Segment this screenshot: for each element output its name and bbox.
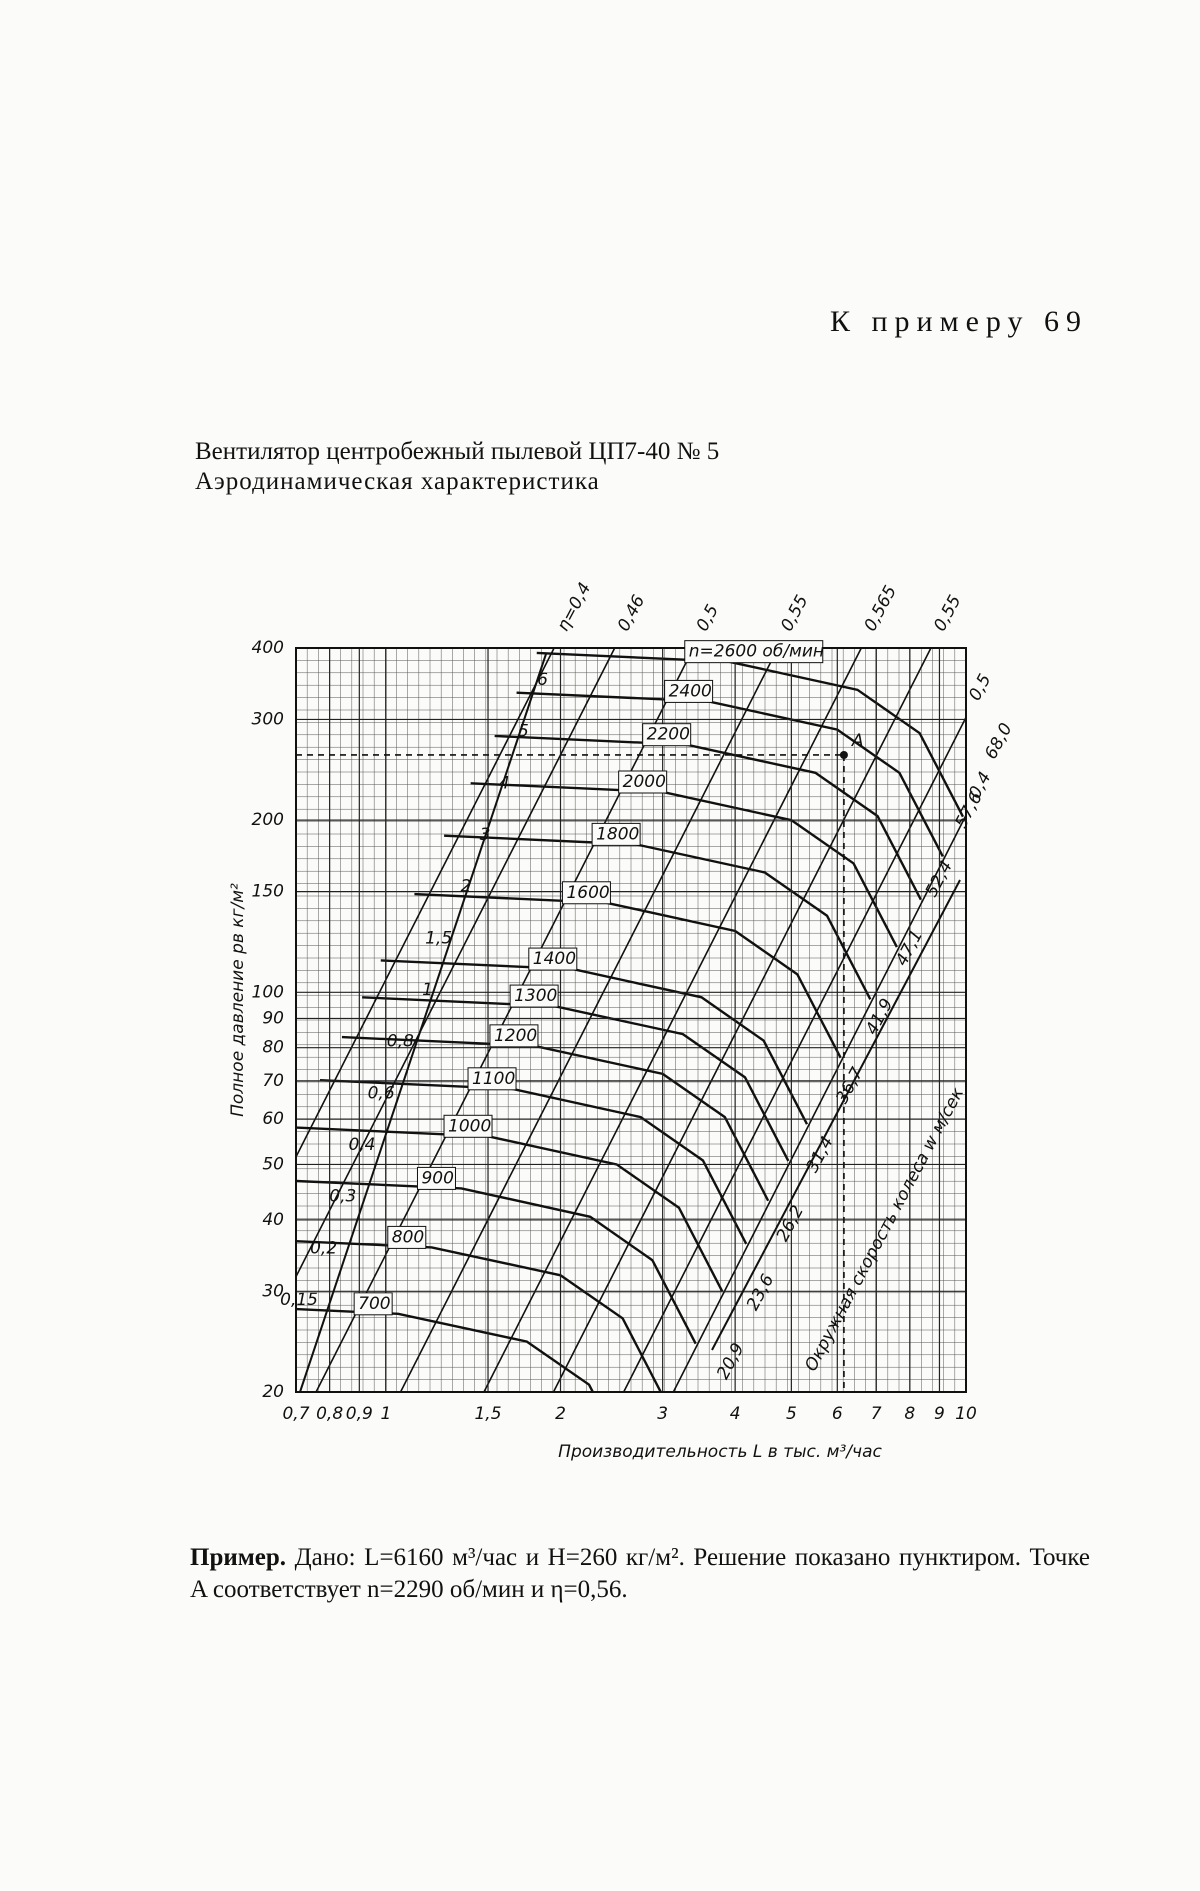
rpm-curve bbox=[517, 693, 943, 857]
x-tick-label: 3 bbox=[657, 1404, 668, 1424]
rpm-label: 1600 bbox=[566, 883, 609, 903]
x-tick-label: 0,7 bbox=[282, 1404, 309, 1424]
x-tick-label: 5 bbox=[786, 1404, 797, 1424]
x-tick-label: 9 bbox=[934, 1404, 945, 1424]
tip-speed-scale bbox=[712, 880, 960, 1350]
rpm-label: 2000 bbox=[623, 772, 666, 792]
rpm-label: 2400 bbox=[669, 681, 712, 701]
power-label: 2 bbox=[461, 877, 472, 897]
efficiency-label: 0,565 bbox=[860, 582, 901, 634]
rpm-label: 1100 bbox=[472, 1069, 515, 1089]
power-label: 0,6 bbox=[368, 1083, 395, 1103]
tip-speed-label: 23,6 bbox=[743, 1271, 779, 1314]
rpm-label: 800 bbox=[392, 1227, 424, 1247]
tip-speed-label: 68,0 bbox=[981, 720, 1016, 763]
x-tick-label: 0,8 bbox=[316, 1404, 343, 1424]
y-tick-label: 100 bbox=[252, 982, 284, 1002]
rpm-label: 1300 bbox=[514, 986, 557, 1006]
power-label: 0,2 bbox=[310, 1238, 337, 1258]
y-tick-label: 400 bbox=[252, 638, 284, 658]
power-label: 0,8 bbox=[387, 1032, 414, 1052]
rpm-label: n=2600 об/мин bbox=[689, 642, 824, 662]
y-tick-label: 40 bbox=[262, 1210, 284, 1230]
power-label: 4 bbox=[499, 773, 510, 793]
efficiency-label: 0,5 bbox=[965, 671, 995, 704]
efficiency-line bbox=[673, 815, 966, 1392]
rpm-curve bbox=[495, 736, 921, 900]
power-label: 3 bbox=[480, 825, 491, 845]
rpm-label: 700 bbox=[358, 1294, 390, 1314]
rpm-label: 900 bbox=[421, 1168, 453, 1188]
rpm-label: 1000 bbox=[448, 1116, 491, 1136]
x-tick-label: 7 bbox=[871, 1404, 882, 1424]
tip-speed-label: 31,4 bbox=[803, 1133, 838, 1176]
y-tick-label: 20 bbox=[262, 1382, 284, 1402]
power-label: 1,5 bbox=[425, 928, 452, 948]
rpm-curve bbox=[471, 783, 897, 947]
efficiency-label: 0,55 bbox=[930, 592, 965, 635]
x-axis-title: Производительность L в тыс. м³/час bbox=[558, 1442, 882, 1462]
page: К примеру 69 Вентилятор центробежный пыл… bbox=[0, 0, 1200, 1891]
efficiency-label: 0,46 bbox=[614, 592, 650, 635]
example-text: Дано: L=6160 м³/час и H=260 кг/м². Решен… bbox=[190, 1544, 1090, 1603]
y-tick-label: 80 bbox=[262, 1038, 284, 1058]
rpm-label: 1800 bbox=[596, 824, 639, 844]
x-tick-label: 6 bbox=[832, 1404, 843, 1424]
power-label: 0,4 bbox=[348, 1135, 375, 1155]
y-tick-label: 200 bbox=[252, 810, 284, 830]
y-tick-label: 90 bbox=[262, 1008, 284, 1028]
example-lead: Пример. bbox=[190, 1544, 286, 1571]
example: Пример. Дано: L=6160 м³/час и H=260 кг/м… bbox=[190, 1542, 1090, 1606]
tip-speed-label: 41,9 bbox=[862, 995, 897, 1038]
tip-speed-title: Окружная скорость колеса w м/сек bbox=[801, 1084, 968, 1375]
rpm-label: 1400 bbox=[533, 949, 576, 969]
power-label: 6 bbox=[537, 670, 548, 690]
x-tick-label: 2 bbox=[555, 1404, 566, 1424]
y-tick-label: 70 bbox=[262, 1071, 284, 1091]
power-label: 1 bbox=[422, 980, 433, 1000]
rpm-label: 2200 bbox=[647, 725, 690, 745]
efficiency-label: 0,55 bbox=[777, 592, 812, 635]
power-label: 5 bbox=[518, 722, 529, 742]
x-tick-label: 1,5 bbox=[474, 1404, 501, 1424]
power-label: 0,3 bbox=[329, 1187, 356, 1207]
x-tick-label: 0,9 bbox=[346, 1404, 373, 1424]
y-axis-title: Полное давление pв кг/м² bbox=[228, 883, 248, 1117]
rpm-label: 1200 bbox=[494, 1026, 537, 1046]
chart: 0,70,80,911,5234567891020304050607080901… bbox=[0, 0, 1200, 1891]
point-a bbox=[840, 751, 848, 759]
tip-speed-label: 26,2 bbox=[773, 1202, 808, 1245]
x-tick-label: 1 bbox=[380, 1404, 391, 1424]
x-tick-label: 4 bbox=[730, 1404, 741, 1424]
point-a-label: A bbox=[851, 731, 864, 751]
y-tick-label: 50 bbox=[262, 1154, 284, 1174]
power-label: 0,15 bbox=[280, 1290, 318, 1310]
efficiency-label: η=0,4 bbox=[553, 579, 595, 634]
tip-speed-label: 20,9 bbox=[713, 1340, 748, 1383]
power-scale bbox=[300, 654, 546, 1392]
y-tick-label: 60 bbox=[262, 1109, 284, 1129]
y-tick-label: 150 bbox=[252, 882, 284, 902]
efficiency-label: 0,5 bbox=[693, 601, 723, 634]
x-tick-label: 10 bbox=[955, 1404, 977, 1424]
y-tick-label: 300 bbox=[252, 709, 284, 729]
plot-area bbox=[177, 648, 1001, 1468]
x-tick-label: 8 bbox=[904, 1404, 915, 1424]
